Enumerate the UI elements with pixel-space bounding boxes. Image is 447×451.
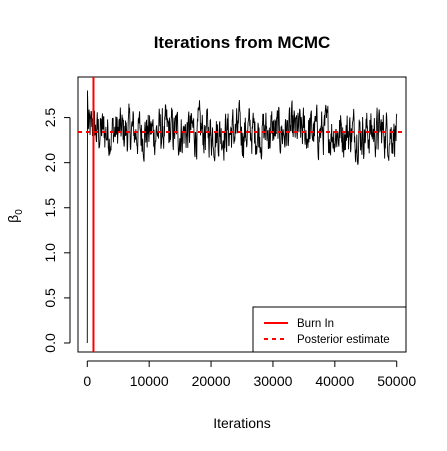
y-axis-label: β0 (5, 209, 25, 223)
y-axis: 0.0 0.5 1.0 1.5 2.0 2.5 (42, 108, 71, 353)
legend-label-burn-in: Burn In (297, 318, 334, 330)
trace-series (86, 90, 398, 343)
x-tick-label: 0 (83, 373, 91, 389)
y-tick-label: 0.5 (42, 288, 58, 308)
x-tick-label: 30000 (253, 373, 292, 389)
legend-label-posterior: Posterior estimate (297, 334, 390, 346)
plot-frame (77, 76, 407, 353)
y-tick-label: 2.0 (42, 153, 58, 173)
chart-title: Iterations from MCMC (154, 33, 331, 52)
legend-box (252, 306, 407, 353)
y-tick-label: 2.5 (42, 108, 58, 128)
x-tick-label: 40000 (315, 373, 354, 389)
x-axis-label: Iterations (213, 415, 271, 431)
y-tick-label: 1.0 (42, 243, 58, 263)
y-tick-label: 1.5 (42, 198, 58, 218)
x-tick-label: 10000 (130, 373, 169, 389)
y-tick-label: 0.0 (42, 333, 58, 353)
legend: Burn In Posterior estimate (252, 306, 407, 353)
y-axis-label-main: β (5, 215, 21, 223)
y-axis-label-subscript: 0 (14, 209, 25, 215)
x-tick-label: 50000 (377, 373, 416, 389)
x-tick-label: 20000 (192, 373, 231, 389)
trace-line (86, 90, 398, 343)
x-axis: 0 10000 20000 30000 40000 50000 (83, 360, 416, 389)
